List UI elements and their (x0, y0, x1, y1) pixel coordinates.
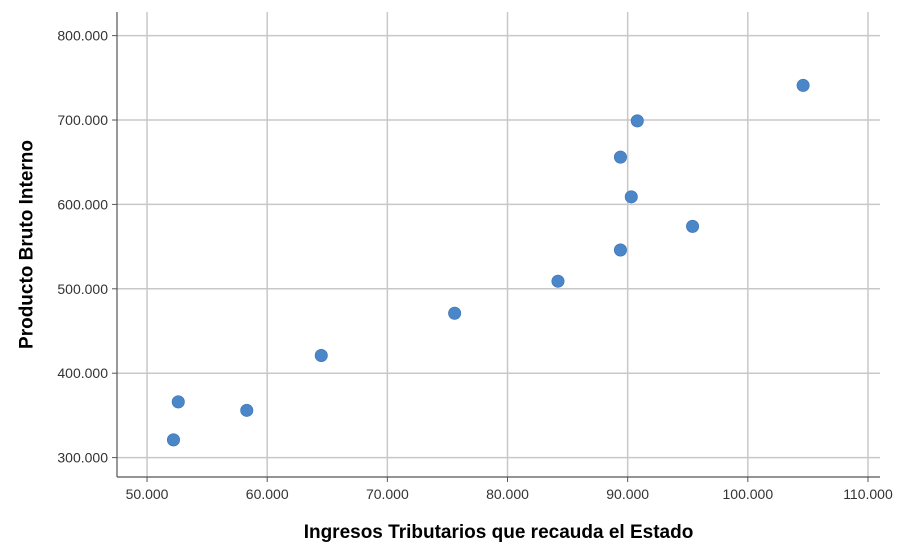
y-axis-ticks: 300.000 400.000 500.000 600.000 700.000 800.0… (57, 28, 117, 466)
x-axis-title: Ingresos Tributarios que recauda el Esta… (304, 522, 694, 543)
data-point (171, 395, 185, 409)
data-point (166, 433, 180, 447)
y-tick-label: 500.000 (57, 281, 108, 297)
axes (116, 12, 880, 478)
data-point (314, 348, 328, 362)
data-point (796, 78, 810, 92)
y-tick-label: 800.000 (57, 28, 108, 44)
x-tick-label: 90.000 (606, 486, 649, 502)
data-points (166, 78, 810, 447)
y-tick-label: 700.000 (57, 112, 108, 128)
data-point (613, 150, 627, 164)
y-tick-label: 600.000 (57, 196, 108, 212)
data-point (686, 219, 700, 233)
x-tick-label: 60.000 (246, 486, 289, 502)
data-point (630, 114, 644, 128)
data-point (448, 306, 462, 320)
x-tick-label: 70.000 (366, 486, 409, 502)
y-tick-label: 400.000 (57, 365, 108, 381)
data-point (240, 403, 254, 417)
x-tick-label: 100.000 (723, 486, 774, 502)
data-point (613, 243, 627, 257)
x-tick-label: 110.000 (843, 486, 893, 502)
y-axis-title: Producto Bruto Interno (17, 140, 38, 349)
x-tick-label: 80.000 (486, 486, 529, 502)
grid (117, 12, 880, 477)
y-tick-label: 300.000 (57, 450, 108, 466)
data-point (551, 274, 565, 288)
data-point (624, 190, 638, 204)
x-axis-ticks: 50.000 60.000 70.000 80.000 90.000 100.000 110… (126, 477, 893, 502)
x-tick-label: 50.000 (126, 486, 169, 502)
